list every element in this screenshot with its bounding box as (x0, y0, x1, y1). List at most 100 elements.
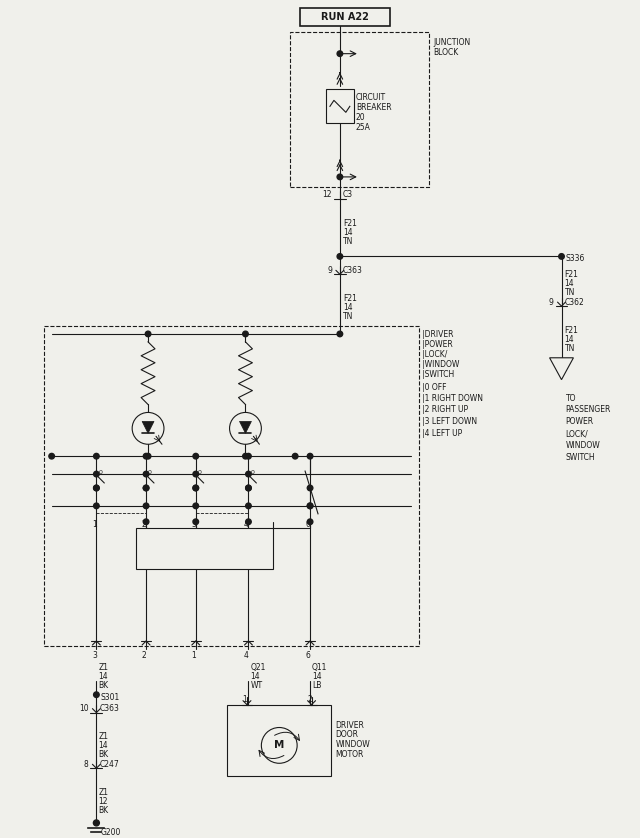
Text: |1 RIGHT DOWN: |1 RIGHT DOWN (422, 394, 483, 402)
Text: 12: 12 (99, 797, 108, 806)
Circle shape (307, 485, 313, 491)
Text: TN: TN (564, 288, 575, 297)
Text: 3: 3 (92, 651, 97, 660)
Circle shape (307, 453, 313, 459)
Text: Q21: Q21 (250, 663, 266, 672)
Text: 2: 2 (141, 651, 147, 660)
Circle shape (93, 485, 99, 491)
Text: TN: TN (343, 236, 353, 246)
Text: CIRCUIT: CIRCUIT (356, 93, 386, 102)
Text: F21: F21 (343, 294, 356, 303)
Bar (290, 32, 429, 187)
Circle shape (292, 453, 298, 459)
Text: 20: 20 (356, 113, 365, 122)
Circle shape (93, 820, 99, 826)
Text: Q11: Q11 (312, 663, 328, 672)
Text: JUNCTION: JUNCTION (433, 38, 470, 47)
Text: S336: S336 (566, 255, 585, 263)
Circle shape (93, 471, 99, 477)
Text: 14: 14 (99, 672, 108, 680)
Circle shape (93, 485, 99, 491)
Circle shape (143, 519, 149, 525)
Text: C363: C363 (99, 704, 119, 713)
Text: 2: 2 (141, 520, 147, 529)
Circle shape (93, 503, 99, 509)
Circle shape (93, 453, 99, 459)
Bar (44, 326, 419, 646)
Text: PASSENGER: PASSENGER (566, 406, 611, 415)
Text: 1: 1 (191, 651, 196, 660)
Text: POWER: POWER (566, 417, 594, 427)
Circle shape (246, 503, 252, 509)
Circle shape (246, 519, 252, 525)
Text: 9: 9 (327, 266, 332, 275)
Circle shape (337, 331, 342, 337)
Text: F21: F21 (564, 326, 579, 335)
Text: BREAKER: BREAKER (356, 103, 392, 112)
Circle shape (243, 453, 248, 459)
Text: BK: BK (99, 750, 109, 759)
Polygon shape (239, 422, 252, 433)
Circle shape (246, 471, 252, 477)
Circle shape (193, 485, 198, 491)
Text: Z1: Z1 (99, 732, 108, 742)
Circle shape (145, 453, 151, 459)
Circle shape (193, 485, 198, 491)
Text: WINDOW: WINDOW (566, 442, 600, 450)
Text: C247: C247 (99, 760, 119, 768)
Text: |POWER: |POWER (422, 340, 453, 349)
Text: TN: TN (343, 312, 353, 321)
Text: 0: 0 (306, 520, 310, 529)
Text: 14: 14 (343, 303, 353, 312)
Text: C362: C362 (564, 297, 584, 307)
Text: 4: 4 (244, 520, 249, 529)
Circle shape (337, 51, 342, 56)
Text: C3: C3 (343, 190, 353, 199)
Text: |0 OFF: |0 OFF (422, 383, 447, 391)
Text: 0: 0 (198, 470, 202, 475)
Text: 14: 14 (564, 279, 574, 288)
Text: |4 LEFT UP: |4 LEFT UP (422, 429, 463, 438)
Text: 14: 14 (564, 335, 574, 344)
Text: LB: LB (312, 680, 321, 690)
Circle shape (193, 519, 198, 525)
Text: TN: TN (564, 344, 575, 353)
Text: |LOCK/: |LOCK/ (422, 349, 448, 359)
Text: 0: 0 (250, 470, 254, 475)
Text: RUN A22: RUN A22 (321, 12, 369, 22)
Text: BK: BK (99, 680, 109, 690)
Bar (136, 528, 273, 570)
Text: ELECTRONICS: ELECTRONICS (179, 551, 231, 560)
Circle shape (307, 519, 313, 525)
Text: M: M (274, 741, 284, 750)
Circle shape (49, 453, 54, 459)
Text: BK: BK (99, 806, 109, 815)
Circle shape (143, 453, 149, 459)
Text: WINDOW: WINDOW (335, 741, 370, 749)
Text: 25A: 25A (356, 123, 371, 132)
Text: |WINDOW: |WINDOW (422, 360, 460, 369)
Text: DOOR: DOOR (335, 731, 358, 739)
Text: 14: 14 (343, 228, 353, 236)
Text: 3: 3 (191, 520, 196, 529)
Text: |DRIVER: |DRIVER (422, 330, 454, 339)
Circle shape (143, 503, 149, 509)
Text: G200: G200 (100, 828, 121, 837)
Text: 14: 14 (99, 742, 108, 750)
Circle shape (193, 453, 198, 459)
Text: 0: 0 (148, 470, 152, 475)
Circle shape (193, 503, 198, 509)
Circle shape (143, 485, 149, 491)
Polygon shape (142, 422, 154, 433)
Text: Z1: Z1 (99, 663, 108, 672)
Text: 14: 14 (250, 672, 260, 680)
Text: DRIVER: DRIVER (335, 721, 364, 730)
Text: F21: F21 (564, 271, 579, 279)
Polygon shape (550, 358, 573, 380)
Circle shape (246, 485, 252, 491)
Circle shape (337, 254, 342, 259)
Text: 1: 1 (243, 695, 247, 704)
Circle shape (243, 331, 248, 337)
Circle shape (246, 485, 252, 491)
Text: S301: S301 (100, 693, 120, 701)
